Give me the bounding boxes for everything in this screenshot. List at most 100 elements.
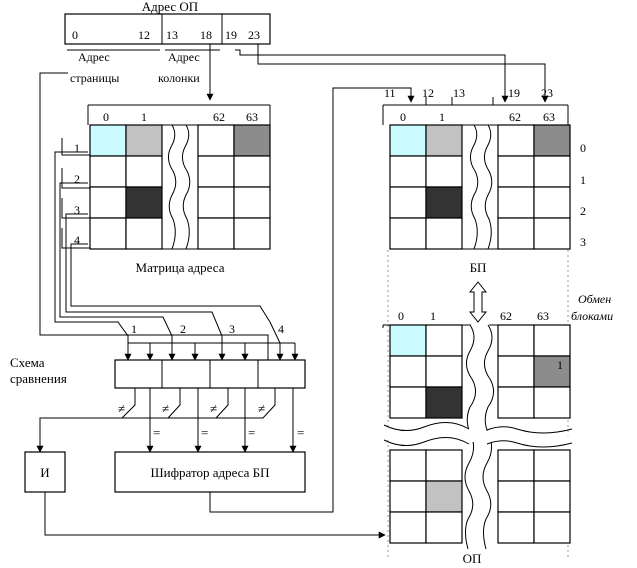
row-bracket xyxy=(61,168,90,189)
matrix-col-label: 1 xyxy=(141,110,147,124)
equal-sign: = xyxy=(201,425,208,440)
encoder-output-arrow xyxy=(209,87,415,513)
main-cell-cyan xyxy=(389,324,427,357)
row-wire-2 xyxy=(59,182,176,361)
main-col-label: 1 xyxy=(430,309,436,323)
register-bit: 23 xyxy=(248,28,260,42)
address-register: Адрес ОП 0 12 13 18 19 23 Адрес страницы… xyxy=(64,0,271,85)
buffer-col-label: 63 xyxy=(543,110,555,124)
address-matrix-caption: Матрица адреса xyxy=(136,260,225,275)
register-bit: 0 xyxy=(72,28,78,42)
register-bit: 13 xyxy=(166,28,178,42)
buffer-bit-label: 13 xyxy=(453,86,465,100)
and-gate: И xyxy=(24,451,386,539)
buffer-cell xyxy=(497,124,535,157)
comparator-label: Схема xyxy=(10,355,45,370)
main-cell xyxy=(497,511,535,544)
matrix-cell xyxy=(197,186,235,219)
matrix-cell xyxy=(197,155,235,188)
main-memory-caption: ОП xyxy=(463,551,482,566)
matrix-cell xyxy=(89,155,127,188)
not-equal-sign: ≠ xyxy=(118,401,125,416)
matrix-to-comparator-wires: 1 2 3 4 xyxy=(54,151,284,361)
register-bit: 12 xyxy=(138,28,150,42)
matrix-cell-gray xyxy=(125,124,163,157)
buffer-cell xyxy=(389,155,427,188)
main-cell-dark xyxy=(425,386,463,419)
main-cell xyxy=(533,480,571,513)
matrix-cell-cyan xyxy=(89,124,127,157)
main-cell xyxy=(533,324,571,357)
not-equal-line xyxy=(215,388,229,419)
column-address-label: Адрес xyxy=(168,50,200,64)
buffer-col-label: 62 xyxy=(509,110,521,124)
buffer-break xyxy=(469,124,479,250)
matrix-row-label: 3 xyxy=(74,203,80,217)
address-matrix: 0 1 62 63 1 2 3 4 Мат xyxy=(61,104,271,275)
main-hbreak xyxy=(383,422,470,431)
buffer-memory-caption: БП xyxy=(470,260,487,275)
encoder-label: Шифратор адреса БП xyxy=(151,465,270,480)
not-equal-sign: ≠ xyxy=(210,401,217,416)
not-equal-line xyxy=(122,388,276,419)
main-marker: 1 xyxy=(557,358,563,372)
block-exchange-arrow: Обмен блоками xyxy=(468,281,613,323)
buffer-cell-dark xyxy=(425,186,463,219)
main-memory: 0 1 62 63 1 xyxy=(382,309,573,566)
address-register-box xyxy=(64,13,271,45)
row-bracket xyxy=(61,198,90,219)
buffer-cell xyxy=(425,155,463,188)
main-cell-midgray xyxy=(533,355,571,388)
matrix-col-label: 62 xyxy=(213,110,225,124)
bits-23-arrow xyxy=(257,44,549,103)
comparator: Схема сравнения ≠ ≠ ≠ ≠ = = = = xyxy=(10,321,306,453)
buffer-memory: 11 12 13 19 23 0 1 62 63 0 1 xyxy=(382,86,586,275)
matrix-break xyxy=(181,124,191,250)
buffer-row-label: 1 xyxy=(580,173,586,187)
main-hbreak xyxy=(486,426,573,434)
register-bit: 19 xyxy=(225,28,237,42)
comparator-input-label: 4 xyxy=(278,322,284,336)
register-bit: 18 xyxy=(200,28,212,42)
main-hbreak-fill xyxy=(384,422,572,449)
and-gate-label: И xyxy=(40,465,49,480)
buffer-break xyxy=(483,124,493,250)
buffer-cell-cyan xyxy=(389,124,427,157)
buffer-cell xyxy=(425,217,463,250)
equal-sign: = xyxy=(153,425,160,440)
page-address-label: страницы xyxy=(70,71,119,85)
not-equal-line xyxy=(36,388,136,453)
main-cell xyxy=(497,480,535,513)
buffer-bit-label: 19 xyxy=(508,86,520,100)
not-equal-line xyxy=(167,388,181,419)
buffer-cell xyxy=(389,186,427,219)
buffer-bit-label: 12 xyxy=(422,86,434,100)
matrix-row-label: 4 xyxy=(74,233,80,247)
matrix-cell-dark xyxy=(125,186,163,219)
buffer-cell-midgray xyxy=(533,124,571,157)
comparator-input-label: 1 xyxy=(131,322,137,336)
main-cell-gray xyxy=(425,480,463,513)
buffer-cell xyxy=(533,155,571,188)
buffer-row-label: 3 xyxy=(580,235,586,249)
matrix-cell xyxy=(197,124,235,157)
encoder-box xyxy=(114,451,306,493)
buffer-cell xyxy=(497,155,535,188)
matrix-cell xyxy=(89,217,127,250)
matrix-cell xyxy=(89,186,127,219)
comparator-label: сравнения xyxy=(10,371,67,386)
buffer-row-label: 2 xyxy=(580,204,586,218)
main-cell xyxy=(389,386,427,419)
and-gate-box xyxy=(24,451,66,493)
main-cell xyxy=(497,449,535,482)
main-cell xyxy=(425,324,463,357)
equal-sign: = xyxy=(297,425,304,440)
main-col-label: 0 xyxy=(398,309,404,323)
row-bracket xyxy=(61,138,90,156)
encoder: Шифратор адреса БП xyxy=(114,87,415,513)
main-cell xyxy=(497,355,535,388)
main-cell xyxy=(389,449,427,482)
buffer-col-label: 0 xyxy=(400,110,406,124)
matrix-col-label: 0 xyxy=(103,110,109,124)
buffer-cell xyxy=(389,217,427,250)
